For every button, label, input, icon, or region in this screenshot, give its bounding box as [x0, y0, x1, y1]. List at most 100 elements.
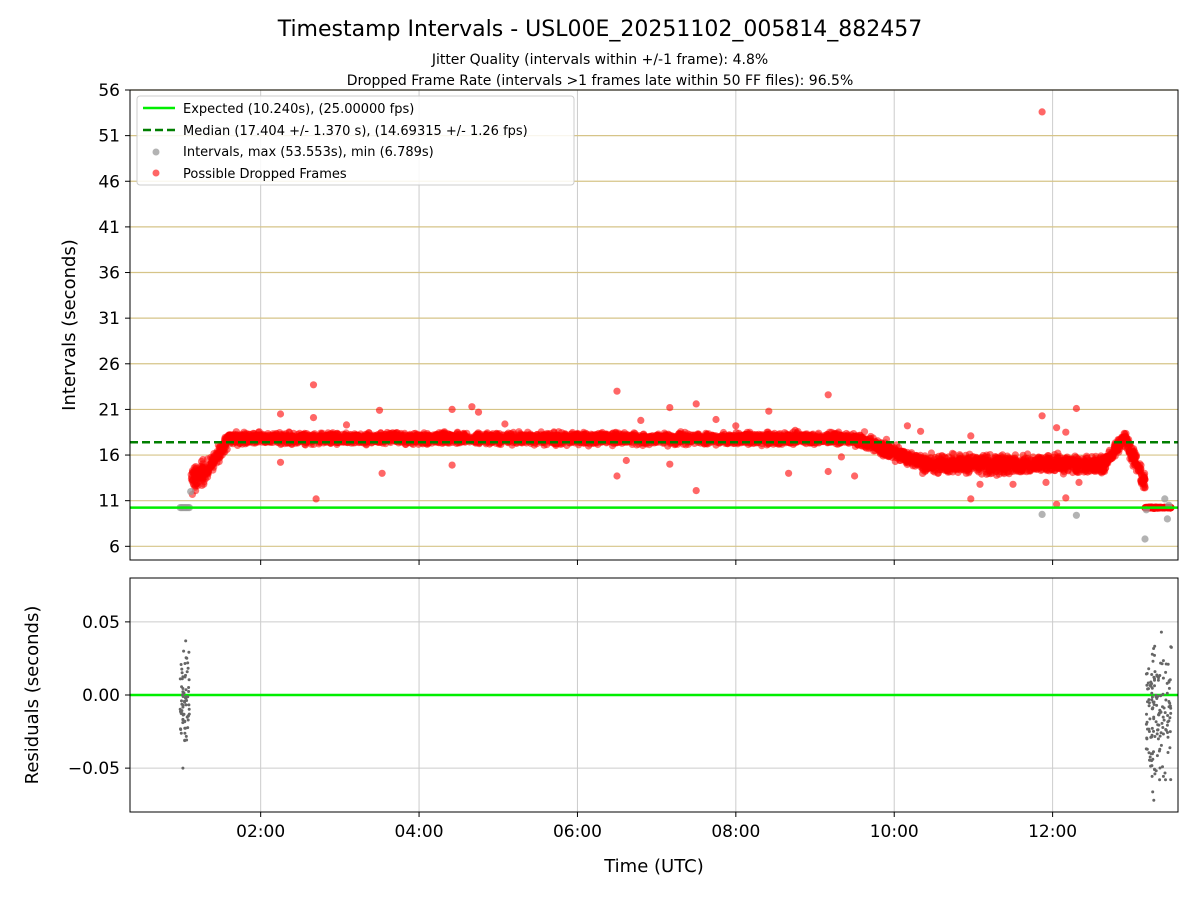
dropped-frame-point: [763, 428, 771, 436]
dropped-frame-point: [582, 429, 590, 437]
dropped-frame-point: [1007, 467, 1015, 475]
dropped-frame-point: [1040, 458, 1048, 466]
dropped-frame-point: [1088, 460, 1096, 468]
dropped-frame-point: [992, 461, 1000, 469]
dropped-frame-point: [1067, 457, 1075, 465]
dropped-frame-point: [595, 434, 603, 442]
dropped-frame-point: [1109, 451, 1117, 459]
dropped-frame-point: [984, 456, 992, 464]
dropped-frame-point: [603, 430, 611, 438]
dropped-frame-point: [1015, 461, 1023, 469]
dropped-frame-point: [538, 434, 546, 442]
dropped-frame-point: [837, 433, 845, 441]
dropped-frame-point: [233, 431, 241, 439]
dropped-frame-point: [497, 433, 505, 441]
dropped-frame-point: [928, 464, 936, 472]
dropped-frame-point: [981, 465, 989, 473]
dropped-frame-point: [868, 444, 876, 452]
dropped-frame-point: [843, 433, 851, 441]
dropped-frame-point: [547, 434, 555, 443]
dropped-frame-point: [640, 436, 648, 444]
dropped-frame-point: [1022, 458, 1030, 466]
dropped-frame-point: [878, 446, 886, 454]
dropped-frame-point: [227, 431, 235, 439]
dropped-frame-point: [887, 449, 895, 457]
dropped-frame-point: [351, 439, 360, 447]
dropped-frame-point: [973, 456, 981, 464]
dropped-frame-point: [381, 434, 389, 442]
dropped-frame-point: [678, 435, 686, 443]
chart-subtitle-jitter: Jitter Quality (intervals within +/-1 fr…: [431, 52, 768, 68]
dropped-frame-point: [942, 454, 950, 463]
dropped-frame-point: [521, 438, 529, 446]
dropped-frame-point: [781, 435, 789, 443]
dropped-frame-point: [223, 445, 231, 453]
dropped-frame-point: [359, 432, 367, 440]
dropped-frame-point: [664, 442, 672, 450]
dropped-frame-point: [488, 435, 496, 443]
dropped-frame-point: [805, 432, 813, 440]
dropped-frame-point: [402, 434, 410, 442]
dropped-frame-point: [1075, 468, 1083, 476]
dropped-frame-point: [254, 432, 262, 441]
dropped-frame-point: [342, 429, 350, 437]
dropped-frame-point: [207, 462, 216, 470]
dropped-frame-point: [197, 473, 205, 481]
dropped-frame-point: [266, 432, 275, 440]
dropped-frame-point: [1083, 454, 1091, 462]
dropped-frame-point: [509, 439, 517, 447]
dropped-frame-point: [966, 461, 974, 469]
dropped-frame-point: [1006, 455, 1014, 463]
dropped-frame-point: [320, 433, 328, 441]
dropped-frame-point: [571, 431, 579, 439]
dropped-frame-point: [954, 468, 962, 477]
dropped-frame-point: [987, 467, 995, 475]
dropped-frame-point: [308, 433, 316, 441]
dropped-frame-point: [860, 428, 869, 436]
dropped-frame-point: [620, 435, 628, 443]
dropped-frame-point: [697, 434, 705, 442]
dropped-frame-point: [758, 434, 766, 442]
dropped-frame-point: [283, 435, 291, 443]
dropped-frame-point: [294, 433, 302, 442]
dropped-frame-point: [966, 450, 974, 458]
dropped-frame-point: [1116, 443, 1124, 451]
dropped-frame-point: [395, 434, 403, 442]
dropped-frame-point: [749, 433, 758, 442]
dropped-frame-point: [352, 432, 360, 440]
dropped-frame-point: [926, 458, 934, 466]
dropped-frame-point: [187, 471, 195, 479]
dropped-frame-point: [706, 435, 715, 443]
dropped-frame-point: [303, 438, 311, 446]
chart-subtitle-dropped: Dropped Frame Rate (intervals >1 frames …: [347, 73, 854, 89]
dropped-frame-point: [645, 434, 654, 442]
dropped-frame-point: [653, 434, 661, 442]
dropped-frame-point: [1096, 455, 1104, 463]
dropped-frame-point: [956, 451, 964, 459]
dropped-frame-point: [213, 449, 221, 457]
dropped-frame-point: [1001, 465, 1009, 473]
dropped-frame-point: [691, 431, 699, 439]
dropped-frame-point: [908, 455, 916, 463]
dropped-frame-point: [210, 455, 218, 463]
dropped-frame-point: [975, 465, 983, 473]
dropped-frame-point: [669, 432, 677, 440]
dropped-frame-point: [1050, 453, 1058, 461]
dropped-frame-point: [273, 430, 281, 438]
dropped-frame-point: [1054, 460, 1062, 468]
dropped-frame-point: [719, 433, 727, 441]
chart-title: Timestamp Intervals - USL00E_20251102_00…: [277, 17, 923, 42]
dropped-frame-point: [1103, 453, 1111, 461]
dropped-frame-point: [451, 435, 459, 443]
dropped-frame-point: [898, 447, 906, 455]
dropped-frame-point: [204, 470, 212, 478]
dropped-frame-point: [481, 434, 489, 442]
dropped-frame-point: [901, 456, 910, 464]
dropped-frame-point: [342, 435, 350, 443]
dropped-frame-point: [565, 432, 573, 440]
dropped-frame-point: [609, 429, 617, 437]
dropped-frame-point: [948, 459, 956, 467]
dropped-frame-point: [337, 434, 345, 442]
